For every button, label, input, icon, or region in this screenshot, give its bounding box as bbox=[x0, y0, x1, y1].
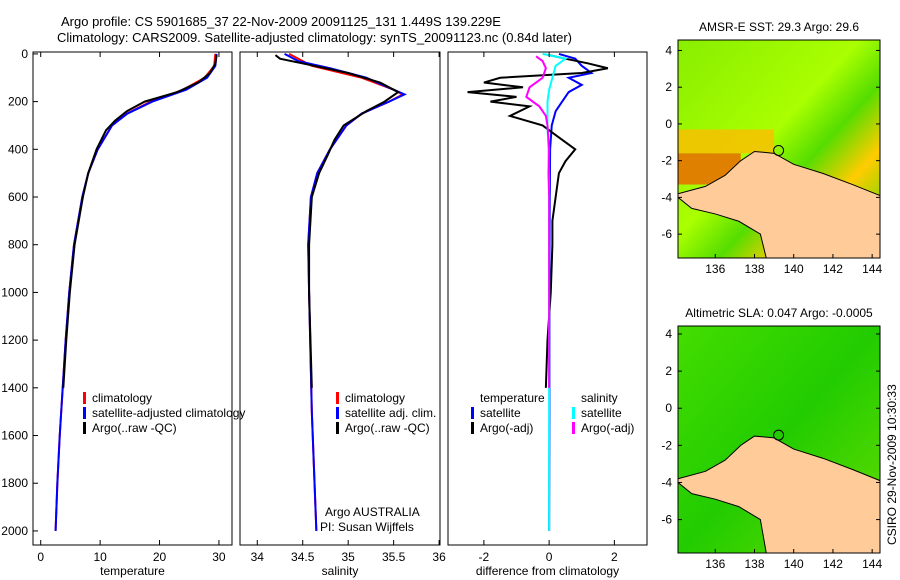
y-tick-label: -4 bbox=[661, 190, 672, 204]
y-tick-label: -6 bbox=[661, 227, 672, 241]
y-tick-label: 0 bbox=[665, 117, 672, 131]
legend-entry: satellite bbox=[480, 406, 521, 420]
legend-entry: Argo(..raw -QC) bbox=[345, 421, 430, 435]
series-line-temp-climatology bbox=[54, 53, 217, 531]
y-tick-label: 1000 bbox=[1, 285, 28, 299]
side-timestamp: CSIRO 29-Nov-2009 10:30:33 bbox=[885, 384, 899, 545]
x-tick-label: 140 bbox=[784, 262, 804, 276]
y-tick-label: 1600 bbox=[1, 429, 28, 443]
legend-entry: Argo(-adj) bbox=[581, 421, 634, 435]
x-tick-label: 0 bbox=[546, 550, 553, 564]
y-tick-label: 2 bbox=[665, 364, 672, 378]
map-frame-sla bbox=[677, 325, 881, 554]
plot-frame-diff bbox=[447, 51, 648, 546]
map-title: AMSR-E SST: 29.3 Argo: 29.6 bbox=[699, 20, 859, 34]
x-tick-label: 136 bbox=[705, 557, 725, 571]
legend-swatch bbox=[83, 392, 86, 404]
x-tick-label: 36 bbox=[432, 550, 446, 564]
x-tick-label: 35 bbox=[342, 550, 356, 564]
x-axis-label: temperature bbox=[100, 564, 165, 578]
y-tick-label: 1200 bbox=[1, 333, 28, 347]
x-tick-label: 138 bbox=[744, 262, 764, 276]
y-tick-label: 4 bbox=[665, 327, 672, 341]
argo-float-marker bbox=[773, 429, 785, 441]
x-axis-label: difference from climatology bbox=[476, 564, 619, 578]
y-tick-label: 0 bbox=[665, 401, 672, 415]
series-line-diff-temp-satellite bbox=[548, 52, 594, 531]
y-tick-label: 1800 bbox=[1, 476, 28, 490]
y-tick-label: 2000 bbox=[1, 524, 28, 538]
y-tick-label: 1400 bbox=[1, 381, 28, 395]
map-frame-sst bbox=[677, 39, 881, 259]
legend-swatch bbox=[572, 422, 575, 434]
y-tick-label: -2 bbox=[661, 438, 672, 452]
pi-label: PI: Susan Wijffels bbox=[320, 520, 414, 534]
x-tick-label: 136 bbox=[705, 262, 725, 276]
series-line-diff-temp-Argo bbox=[467, 54, 609, 388]
y-tick-label: 200 bbox=[8, 95, 28, 109]
x-tick-label: 142 bbox=[823, 557, 843, 571]
legend-entry: satellite adj. clim. bbox=[345, 406, 436, 420]
x-tick-label: 140 bbox=[784, 557, 804, 571]
x-axis-label: salinity bbox=[322, 564, 359, 578]
legend-swatch bbox=[83, 422, 86, 434]
y-tick-label: 600 bbox=[8, 190, 28, 204]
y-tick-label: 800 bbox=[8, 238, 28, 252]
series-line-temp-satellite-adjusted-climatology bbox=[54, 53, 218, 531]
series-line-temp-Argo bbox=[62, 54, 218, 388]
series-line-diff-sal-satellite bbox=[542, 52, 568, 531]
legend-swatch bbox=[83, 407, 86, 419]
legend-entry: climatology bbox=[345, 391, 405, 405]
title-line-2: Climatology: CARS2009. Satellite-adjuste… bbox=[57, 30, 572, 45]
warm-band bbox=[678, 129, 775, 154]
y-tick-label: -2 bbox=[661, 154, 672, 168]
legend-swatch bbox=[336, 422, 339, 434]
x-tick-label: 34.5 bbox=[291, 550, 315, 564]
argo-label: Argo AUSTRALIA bbox=[325, 505, 420, 519]
x-tick-label: 34 bbox=[251, 550, 265, 564]
series-line-sal-Argo bbox=[274, 54, 401, 388]
plot-frame-sal bbox=[239, 51, 441, 546]
series-line-diff-sal-Argo bbox=[525, 55, 551, 388]
x-tick-label: -2 bbox=[479, 550, 490, 564]
legend-entry: satellite bbox=[581, 406, 622, 420]
legend-entry: climatology bbox=[92, 391, 152, 405]
land-mass bbox=[677, 435, 881, 554]
legend-entry: Argo(..raw -QC) bbox=[92, 421, 177, 435]
y-tick-label: 4 bbox=[665, 43, 672, 57]
x-tick-label: 35.5 bbox=[382, 550, 406, 564]
x-tick-label: 2 bbox=[611, 550, 618, 564]
legend-swatch bbox=[572, 407, 575, 419]
legend-swatch bbox=[336, 407, 339, 419]
y-tick-label: -4 bbox=[661, 475, 672, 489]
x-tick-label: 144 bbox=[862, 262, 882, 276]
x-tick-label: 20 bbox=[153, 550, 167, 564]
plot-frame-temp bbox=[32, 51, 233, 546]
y-tick-label: 0 bbox=[21, 47, 28, 61]
y-tick-label: 2 bbox=[665, 80, 672, 94]
legend-entry: Argo(-adj) bbox=[480, 421, 533, 435]
legend-entry: salinity bbox=[581, 391, 618, 405]
x-tick-label: 144 bbox=[862, 557, 882, 571]
land-mass bbox=[677, 150, 881, 259]
legend-entry: temperature bbox=[480, 391, 545, 405]
x-tick-label: 142 bbox=[823, 262, 843, 276]
y-tick-label: -6 bbox=[661, 513, 672, 527]
legend-swatch bbox=[471, 422, 474, 434]
x-tick-label: 138 bbox=[744, 557, 764, 571]
legend-entry: satellite-adjusted climatology bbox=[92, 406, 245, 420]
x-tick-label: 0 bbox=[37, 550, 44, 564]
map-title: Altimetric SLA: 0.047 Argo: -0.0005 bbox=[685, 306, 873, 320]
legend-swatch bbox=[336, 392, 339, 404]
argo-float-marker bbox=[773, 145, 785, 157]
x-tick-label: 10 bbox=[93, 550, 107, 564]
y-tick-label: 400 bbox=[8, 142, 28, 156]
legend-swatch bbox=[471, 407, 474, 419]
title-line-1: Argo profile: CS 5901685_37 22-Nov-2009 … bbox=[61, 14, 501, 29]
x-tick-label: 30 bbox=[212, 550, 226, 564]
